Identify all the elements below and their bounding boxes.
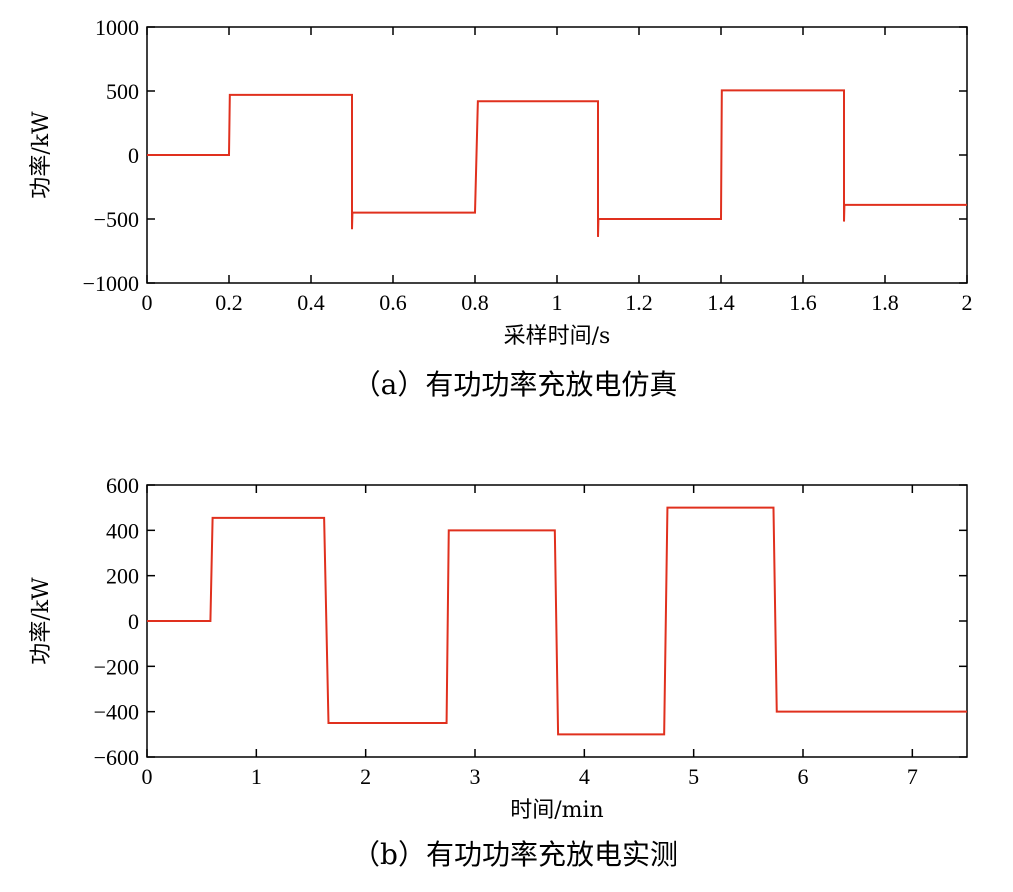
y-tick-label: 0 bbox=[128, 609, 139, 634]
x-tick-label: 0.2 bbox=[215, 290, 243, 315]
y-tick-label: −200 bbox=[94, 654, 139, 679]
x-tick-label: 4 bbox=[579, 764, 590, 789]
x-tick-label: 1 bbox=[251, 764, 262, 789]
x-tick-label: 7 bbox=[907, 764, 918, 789]
x-tick-label: 1 bbox=[552, 290, 563, 315]
x-tick-label: 5 bbox=[688, 764, 699, 789]
chart-caption: （b）有功功率充放电实测 bbox=[352, 838, 678, 871]
y-tick-label: −500 bbox=[94, 207, 139, 232]
y-tick-label: 0 bbox=[128, 143, 139, 168]
x-tick-label: 2 bbox=[962, 290, 973, 315]
x-tick-label: 0.6 bbox=[379, 290, 407, 315]
y-tick-label: 600 bbox=[106, 473, 139, 498]
y-tick-label: 500 bbox=[106, 79, 139, 104]
x-tick-label: 6 bbox=[798, 764, 809, 789]
y-tick-label: −1000 bbox=[83, 271, 139, 296]
x-tick-label: 0.8 bbox=[461, 290, 489, 315]
y-tick-label: 400 bbox=[106, 518, 139, 543]
x-tick-label: 1.8 bbox=[871, 290, 899, 315]
x-tick-label: 1.4 bbox=[707, 290, 735, 315]
x-tick-label: 0 bbox=[142, 764, 153, 789]
chart-caption: （a）有功功率充放电仿真 bbox=[353, 368, 678, 401]
x-tick-label: 2 bbox=[360, 764, 371, 789]
y-axis-label: 功率/kW bbox=[29, 577, 54, 665]
y-tick-label: 200 bbox=[106, 564, 139, 589]
x-tick-label: 0.4 bbox=[297, 290, 325, 315]
x-tick-label: 3 bbox=[470, 764, 481, 789]
y-tick-label: −400 bbox=[94, 700, 139, 725]
x-tick-label: 1.2 bbox=[625, 290, 653, 315]
power-series-line bbox=[147, 506, 967, 736]
power-series-line bbox=[147, 89, 967, 237]
x-tick-label: 0 bbox=[142, 290, 153, 315]
y-axis-label: 功率/kW bbox=[29, 111, 54, 199]
x-tick-label: 1.6 bbox=[789, 290, 817, 315]
y-tick-label: −600 bbox=[94, 745, 139, 770]
chart-panel-b: 0 1 2 3 4 5 6 7 600 400 200 0 −200 −400 −600 时间/min 功率/k… bbox=[29, 473, 968, 871]
x-axis-label: 采样时间/s bbox=[504, 324, 611, 349]
chart-panel-a: 0 0.2 0.4 0.6 0.8 1 1.2 1.4 1.6 1.8 2 1000 500 0 −500 −… bbox=[29, 15, 973, 401]
y-tick-label: 1000 bbox=[95, 15, 139, 40]
x-axis-label: 时间/min bbox=[510, 798, 603, 823]
